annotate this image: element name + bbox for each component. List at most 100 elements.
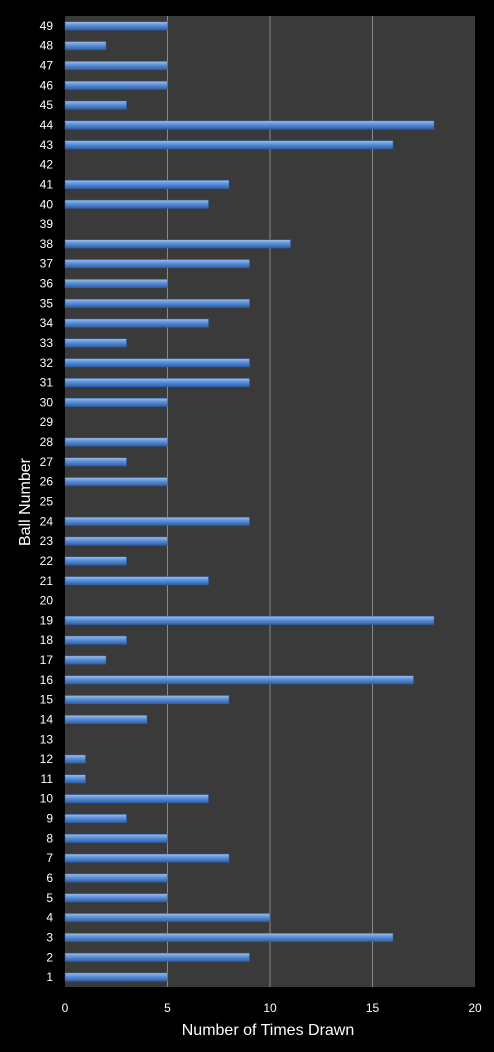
bar-ball-5	[64, 893, 168, 903]
y-tick-label-8: 8	[46, 831, 53, 845]
bar-ball-28	[64, 437, 168, 447]
bar-ball-37	[64, 259, 250, 269]
y-tick-label-33: 33	[40, 336, 54, 350]
y-tick-label-9: 9	[46, 812, 53, 826]
y-tick-label-40: 40	[40, 197, 54, 211]
y-tick-label-24: 24	[40, 514, 54, 528]
y-tick-label-43: 43	[40, 138, 54, 152]
bar-ball-6	[64, 873, 168, 883]
y-tick-label-17: 17	[40, 653, 54, 667]
y-tick-label-3: 3	[46, 930, 53, 944]
bar-ball-17	[64, 655, 107, 665]
y-tick-label-29: 29	[40, 415, 54, 429]
y-tick-label-27: 27	[40, 455, 54, 469]
bars	[64, 21, 435, 982]
y-tick-labels: 1234567891011121314151617181920212223242…	[40, 19, 54, 984]
y-tick-label-42: 42	[40, 158, 54, 172]
y-tick-label-2: 2	[46, 950, 53, 964]
bar-ball-34	[64, 318, 209, 328]
y-tick-label-13: 13	[40, 732, 54, 746]
bar-ball-15	[64, 695, 230, 705]
y-tick-label-37: 37	[40, 257, 54, 271]
y-tick-label-32: 32	[40, 356, 54, 370]
bar-ball-43	[64, 140, 394, 150]
y-tick-label-35: 35	[40, 296, 54, 310]
bar-ball-41	[64, 180, 230, 189]
y-tick-label-7: 7	[46, 851, 53, 865]
y-tick-label-20: 20	[40, 594, 54, 608]
x-tick-label-20: 20	[468, 1001, 482, 1015]
y-tick-label-19: 19	[40, 613, 54, 627]
y-tick-label-10: 10	[40, 792, 54, 806]
y-tick-label-22: 22	[40, 554, 54, 568]
bar-ball-46	[64, 80, 168, 90]
bar-ball-7	[64, 853, 230, 863]
bar-ball-2	[64, 952, 250, 962]
y-tick-label-15: 15	[40, 693, 54, 707]
y-tick-label-25: 25	[40, 495, 54, 509]
y-tick-label-39: 39	[40, 217, 54, 231]
y-tick-label-49: 49	[40, 19, 54, 33]
x-tick-label-0: 0	[62, 1001, 69, 1015]
bar-ball-45	[64, 100, 127, 110]
y-tick-label-12: 12	[40, 752, 54, 766]
bar-ball-48	[64, 41, 107, 51]
y-tick-label-18: 18	[40, 633, 54, 647]
y-tick-label-28: 28	[40, 435, 54, 449]
x-tick-label-15: 15	[366, 1001, 380, 1015]
bar-ball-30	[64, 398, 168, 407]
bar-ball-38	[64, 239, 291, 249]
x-axis-title: Number of Times Drawn	[182, 1022, 355, 1039]
y-tick-label-31: 31	[40, 376, 54, 390]
bar-ball-22	[64, 556, 127, 566]
y-tick-label-23: 23	[40, 534, 54, 548]
y-tick-label-48: 48	[40, 39, 54, 53]
bar-ball-26	[64, 477, 168, 487]
y-tick-label-1: 1	[46, 970, 53, 984]
bar-ball-33	[64, 338, 127, 348]
bar-ball-18	[64, 635, 127, 645]
y-tick-label-26: 26	[40, 475, 54, 489]
bar-ball-19	[64, 615, 435, 625]
x-tick-label-5: 5	[164, 1001, 171, 1015]
y-tick-label-47: 47	[40, 59, 54, 73]
bar-ball-23	[64, 536, 168, 546]
bar-ball-4	[64, 913, 271, 923]
x-tick-label-10: 10	[263, 1001, 277, 1015]
y-tick-label-34: 34	[40, 316, 54, 330]
y-tick-label-16: 16	[40, 673, 54, 687]
y-tick-label-11: 11	[41, 772, 54, 786]
y-tick-label-14: 14	[40, 712, 54, 726]
bar-ball-11	[64, 774, 86, 784]
bar-ball-10	[64, 794, 209, 804]
bar-ball-36	[64, 279, 168, 288]
bar-ball-49	[64, 21, 168, 31]
bar-ball-8	[64, 833, 168, 843]
bar-ball-9	[64, 814, 127, 823]
bar-ball-32	[64, 358, 250, 368]
y-tick-label-38: 38	[40, 237, 54, 251]
bar-ball-12	[64, 754, 86, 764]
gridlines	[167, 16, 373, 987]
y-tick-label-46: 46	[40, 78, 54, 92]
bar-ball-47	[64, 61, 168, 70]
y-tick-label-44: 44	[40, 118, 54, 132]
bar-ball-35	[64, 298, 250, 308]
bar-ball-44	[64, 120, 435, 130]
bar-ball-3	[64, 933, 394, 942]
bar-ball-24	[64, 516, 250, 526]
y-tick-label-6: 6	[46, 871, 53, 885]
bar-ball-40	[64, 199, 209, 209]
y-tick-label-36: 36	[40, 277, 54, 291]
bar-ball-1	[64, 972, 168, 982]
y-tick-label-4: 4	[46, 911, 53, 925]
y-tick-label-45: 45	[40, 98, 54, 112]
y-tick-label-21: 21	[40, 574, 54, 588]
y-tick-label-41: 41	[40, 177, 54, 191]
y-axis-title: Ball Number	[17, 457, 34, 546]
bar-ball-16	[64, 675, 414, 685]
bar-ball-27	[64, 457, 127, 467]
y-tick-label-5: 5	[46, 891, 53, 905]
